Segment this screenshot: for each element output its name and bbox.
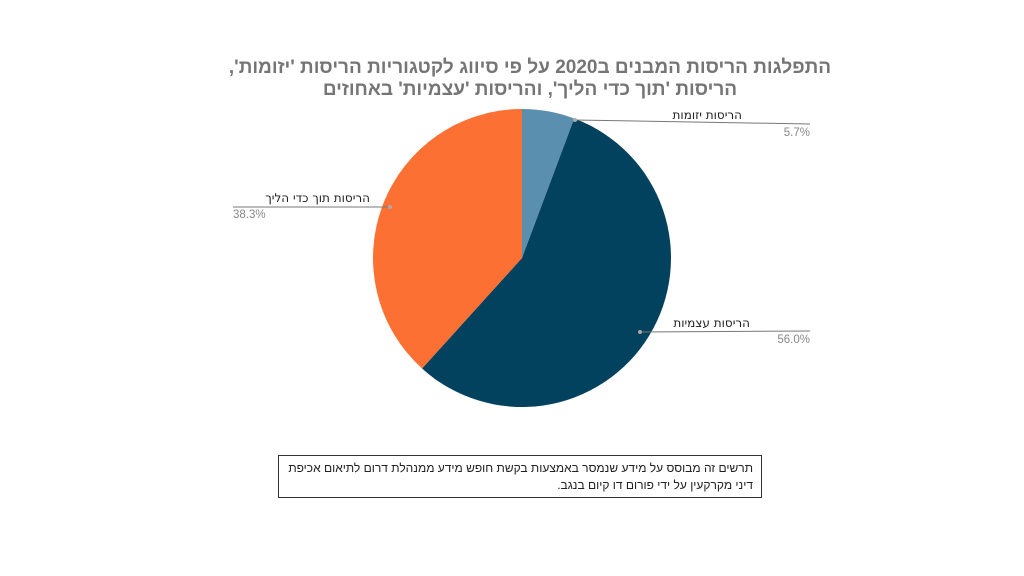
leader-line-1 <box>639 330 811 333</box>
slice-value-1: 56.0% <box>777 334 810 346</box>
source-note-text: תרשים זה מבוסס על מידע שנמסר באמצעות בקש… <box>288 461 753 492</box>
chart-title-line-1: התפלגות הריסות המבנים ב2020 על פי סיווג … <box>228 57 832 78</box>
pie-labels: הריסות יזומות 5.7% הריסות עצמיות 56.0% הריסו… <box>233 108 811 346</box>
pie-slice-0 <box>522 109 575 258</box>
pie-slice-1 <box>422 118 671 407</box>
chart-title-line-2: הריסות 'תוך כדי הליך', והריסות 'עצמיות' … <box>322 79 738 100</box>
leader-line-0 <box>574 119 811 125</box>
leader-dot-2 <box>388 205 392 209</box>
slice-value-2: 38.3% <box>233 209 266 221</box>
pie-slices <box>372 108 671 407</box>
chart-title: התפלגות הריסות המבנים ב2020 על פי סיווג … <box>180 57 880 101</box>
slice-label-1: הריסות עצמיות <box>673 316 750 330</box>
slice-label-0: הריסות יזומות <box>673 108 742 122</box>
pie-slice-2 <box>372 108 522 369</box>
slice-value-0: 5.7% <box>784 127 810 139</box>
source-note: תרשים זה מבוסס על מידע שנמסר באמצעות בקש… <box>278 455 762 498</box>
slice-label-2: הריסות תוך כדי הליך <box>265 191 370 205</box>
leader-dot-0 <box>573 118 577 122</box>
leader-dot-1 <box>638 330 642 334</box>
